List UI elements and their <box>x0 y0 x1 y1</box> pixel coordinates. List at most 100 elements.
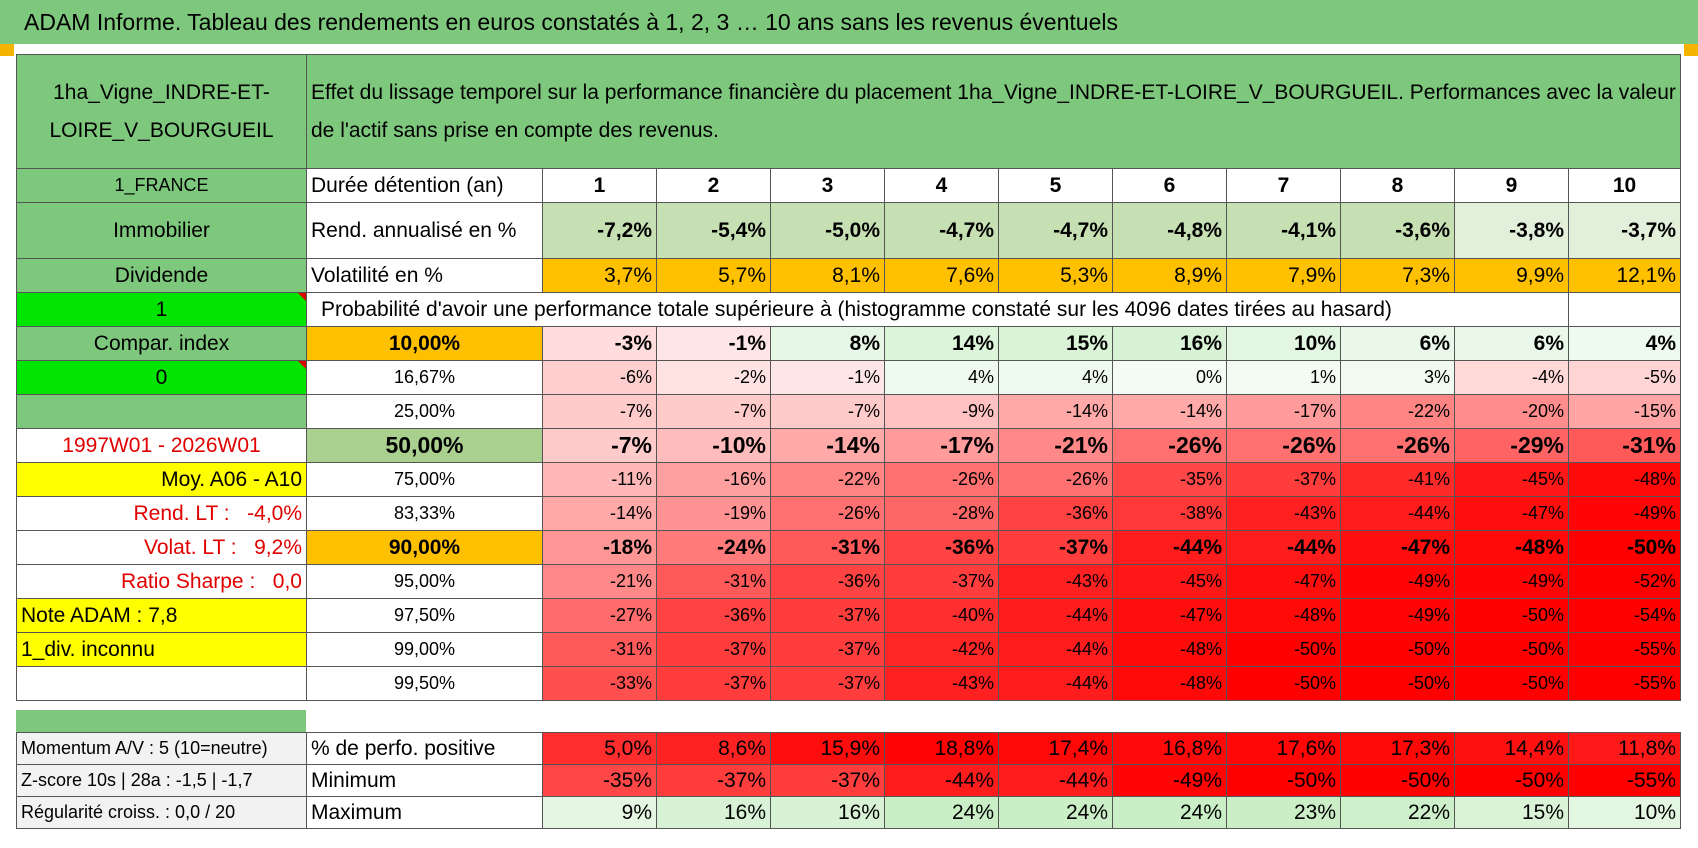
percentile-value: 8% <box>770 326 885 361</box>
volat-value: 8,1% <box>770 258 885 293</box>
rend-lt-cell: Rend. LT : -4,0% <box>16 496 307 531</box>
percentile-value: 14% <box>884 326 999 361</box>
percentile-value: -9% <box>884 394 999 429</box>
positive-share-value: 16,8% <box>1112 732 1227 765</box>
percentile-value: -37% <box>770 666 885 701</box>
zscore-cell: Z-score 10s | 28a : -1,5 | -1,7 <box>16 764 307 797</box>
min-value: -37% <box>656 764 771 797</box>
percentile-value: -37% <box>656 666 771 701</box>
positive-share-value: 18,8% <box>884 732 999 765</box>
min-value: -50% <box>1454 764 1569 797</box>
percentile-value: -26% <box>1112 428 1227 463</box>
separator-band <box>16 710 306 732</box>
max-value: 15% <box>1454 796 1569 829</box>
rend-lt-label: Rend. LT : <box>133 501 230 525</box>
category-cell: Immobilier <box>16 202 307 259</box>
volat-value: 5,3% <box>998 258 1113 293</box>
percentile-value: -36% <box>998 496 1113 531</box>
volat-value: 7,3% <box>1340 258 1455 293</box>
percentile-value: 3% <box>1340 360 1455 395</box>
percentile-value: -1% <box>770 360 885 395</box>
percentile-value: -31% <box>770 530 885 565</box>
regularite-cell: Régularité croiss. : 0,0 / 20 <box>16 796 307 829</box>
volat-lt-value: 9,2% <box>254 535 302 559</box>
report-title: ADAM Informe. Tableau des rendements en … <box>0 0 1698 44</box>
year-header-10: 10 <box>1568 168 1681 203</box>
corner-marker-right <box>1684 44 1698 56</box>
percentile-label: 75,00% <box>306 462 543 497</box>
year-header-9: 9 <box>1454 168 1569 203</box>
percentile-value: -7% <box>656 394 771 429</box>
percentile-value: 6% <box>1454 326 1569 361</box>
percentile-value: -36% <box>884 530 999 565</box>
max-value: 24% <box>884 796 999 829</box>
percentile-value: -42% <box>884 632 999 667</box>
max-value: 10% <box>1568 796 1681 829</box>
percentile-value: -33% <box>542 666 657 701</box>
value-one-cell[interactable]: 1 <box>16 292 307 327</box>
percentile-value: -18% <box>542 530 657 565</box>
percentile-value: -48% <box>1568 462 1681 497</box>
percentile-value: -44% <box>998 666 1113 701</box>
percentile-label: 97,50% <box>306 598 543 633</box>
percentile-value: -45% <box>1112 564 1227 599</box>
percentile-value: -43% <box>998 564 1113 599</box>
rend-value: -4,1% <box>1226 202 1341 259</box>
compar-index-cell: Compar. index <box>16 326 307 361</box>
percentile-value: -50% <box>1454 598 1569 633</box>
percentile-value: -14% <box>770 428 885 463</box>
percentile-value: -21% <box>542 564 657 599</box>
note-cell: Note ADAM : 7,8 <box>16 598 307 633</box>
proba-label: Probabilité d'avoir une performance tota… <box>306 292 1569 327</box>
percentile-value: -15% <box>1568 394 1681 429</box>
positive-share-value: 5,0% <box>542 732 657 765</box>
rend-value: -3,7% <box>1568 202 1681 259</box>
returns-table: 1ha_Vigne_INDRE-ET-LOIRE_V_BOURGUEIL Eff… <box>16 54 1681 701</box>
blank-cell <box>16 666 307 701</box>
min-value: -50% <box>1226 764 1341 797</box>
percentile-value: -48% <box>1454 530 1569 565</box>
positive-share-value: 14,4% <box>1454 732 1569 765</box>
percentile-value: 4% <box>884 360 999 395</box>
percentile-value: -37% <box>770 598 885 633</box>
percentile-value: -44% <box>1112 530 1227 565</box>
percentile-value: -50% <box>1568 530 1681 565</box>
percentile-label: 25,00% <box>306 394 543 429</box>
volat-label: Volatilité en % <box>306 258 543 293</box>
percentile-value: -52% <box>1568 564 1681 599</box>
percentile-value: -22% <box>770 462 885 497</box>
percentile-value: -43% <box>884 666 999 701</box>
percentile-value: -44% <box>1340 496 1455 531</box>
rend-value: -5,0% <box>770 202 885 259</box>
percentile-value: -54% <box>1568 598 1681 633</box>
percentile-value: -37% <box>884 564 999 599</box>
max-value: 16% <box>656 796 771 829</box>
percentile-value: -7% <box>542 394 657 429</box>
percentile-value: 15% <box>998 326 1113 361</box>
percentile-value: 4% <box>1568 326 1681 361</box>
positive-share-value: 17,3% <box>1340 732 1455 765</box>
percentile-value: -49% <box>1340 564 1455 599</box>
volat-value: 7,9% <box>1226 258 1341 293</box>
percentile-value: -16% <box>656 462 771 497</box>
percentile-value: -17% <box>884 428 999 463</box>
volat-lt-cell: Volat. LT : 9,2% <box>16 530 307 565</box>
rend-value: -3,8% <box>1454 202 1569 259</box>
percentile-value: -26% <box>998 462 1113 497</box>
year-header-5: 5 <box>998 168 1113 203</box>
min-label: Minimum <box>306 764 543 797</box>
percentile-value: -27% <box>542 598 657 633</box>
percentile-value: -55% <box>1568 632 1681 667</box>
value-zero-cell[interactable]: 0 <box>16 360 307 395</box>
min-value: -50% <box>1340 764 1455 797</box>
percentile-value: -44% <box>998 632 1113 667</box>
percentile-value: -2% <box>656 360 771 395</box>
min-value: -44% <box>884 764 999 797</box>
positive-share-value: 17,4% <box>998 732 1113 765</box>
percentile-value: -35% <box>1112 462 1227 497</box>
volat-lt-label: Volat. LT : <box>143 535 237 559</box>
duree-label: Durée détention (an) <box>306 168 543 203</box>
percentile-value: -26% <box>1226 428 1341 463</box>
volat-value: 9,9% <box>1454 258 1569 293</box>
percentile-value: -36% <box>656 598 771 633</box>
